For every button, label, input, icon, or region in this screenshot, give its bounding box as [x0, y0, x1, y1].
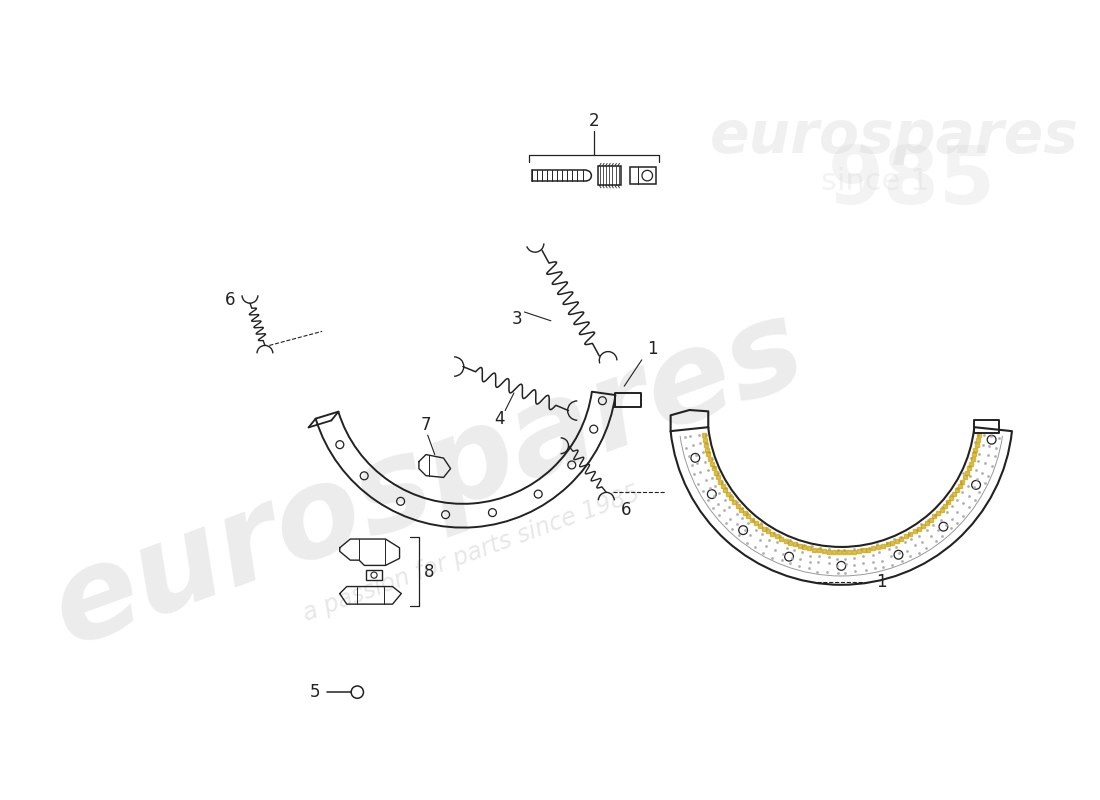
Text: a passion for parts since 1985: a passion for parts since 1985 — [300, 482, 644, 626]
Text: eurospares: eurospares — [35, 287, 820, 671]
Text: 5: 5 — [310, 683, 320, 701]
Text: 4: 4 — [495, 410, 505, 428]
Text: 7: 7 — [420, 416, 431, 434]
Text: 6: 6 — [620, 501, 631, 519]
Text: 1: 1 — [877, 573, 888, 591]
Text: 985: 985 — [827, 142, 996, 221]
Text: 1: 1 — [647, 340, 658, 358]
Text: 3: 3 — [513, 310, 522, 328]
Bar — [598, 166, 622, 186]
Bar — [630, 167, 657, 185]
Text: eurospares: eurospares — [710, 107, 1079, 165]
Text: 6: 6 — [226, 290, 235, 309]
Text: since 1: since 1 — [821, 167, 928, 196]
Text: 2: 2 — [588, 112, 600, 130]
Bar — [366, 570, 382, 580]
Text: 8: 8 — [425, 562, 435, 581]
